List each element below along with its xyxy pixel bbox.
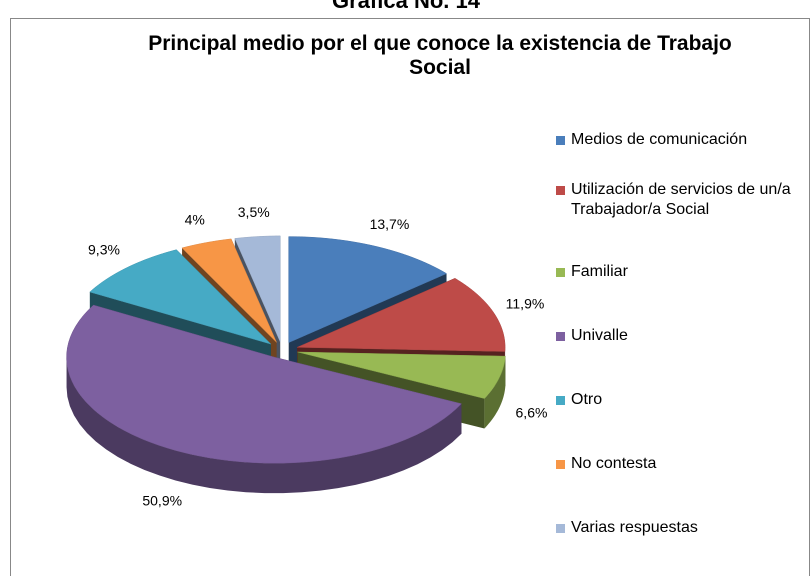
slice-top xyxy=(234,235,281,342)
legend-item: Otro xyxy=(556,390,806,410)
data-label: 3,5% xyxy=(238,204,270,220)
chart-frame xyxy=(10,18,810,576)
legend-item: Univalle xyxy=(556,326,806,346)
legend-label: Varias respuestas xyxy=(571,519,698,536)
data-label: 11,9% xyxy=(506,296,545,312)
legend-swatch xyxy=(556,524,565,533)
slice-top xyxy=(89,249,272,345)
data-label: 50,9% xyxy=(142,492,182,508)
legend-swatch xyxy=(556,136,565,145)
legend-label: Utilización de servicios de un/a Trabaja… xyxy=(571,181,791,218)
legend-item: Varias respuestas xyxy=(556,518,806,538)
legend-label: Familiar xyxy=(571,263,628,280)
data-label: 9,3% xyxy=(88,241,120,257)
legend-swatch xyxy=(556,396,565,405)
legend-label: Medios de comunicación xyxy=(571,131,748,148)
legend-swatch xyxy=(556,460,565,469)
data-label: 4% xyxy=(185,211,205,227)
data-label: 6,6% xyxy=(516,404,548,420)
legend-label: No contesta xyxy=(571,455,657,472)
legend-label: Otro xyxy=(571,391,603,408)
legend-item: Utilización de servicios de un/a Trabaja… xyxy=(556,180,806,220)
slice-top xyxy=(297,351,506,399)
slice-top xyxy=(297,278,506,352)
data-label: 13,7% xyxy=(370,216,410,232)
legend-item: No contesta xyxy=(556,454,806,474)
legend-swatch xyxy=(556,268,565,277)
slice xyxy=(66,304,462,494)
slice-top xyxy=(288,236,448,343)
slice-wall xyxy=(484,356,506,429)
chart-title: Principal medio por el que conoce la exi… xyxy=(148,32,732,79)
header: Gráfica No. 14 xyxy=(332,0,480,13)
slice-top xyxy=(181,238,277,343)
legend-swatch xyxy=(556,332,565,341)
legend-item: Familiar xyxy=(556,262,806,282)
slice-top xyxy=(66,304,462,464)
legend-label: Univalle xyxy=(571,327,628,344)
slice-wall xyxy=(66,357,462,494)
legend-swatch xyxy=(556,186,565,195)
legend-item: Medios de comunicación xyxy=(556,130,806,150)
